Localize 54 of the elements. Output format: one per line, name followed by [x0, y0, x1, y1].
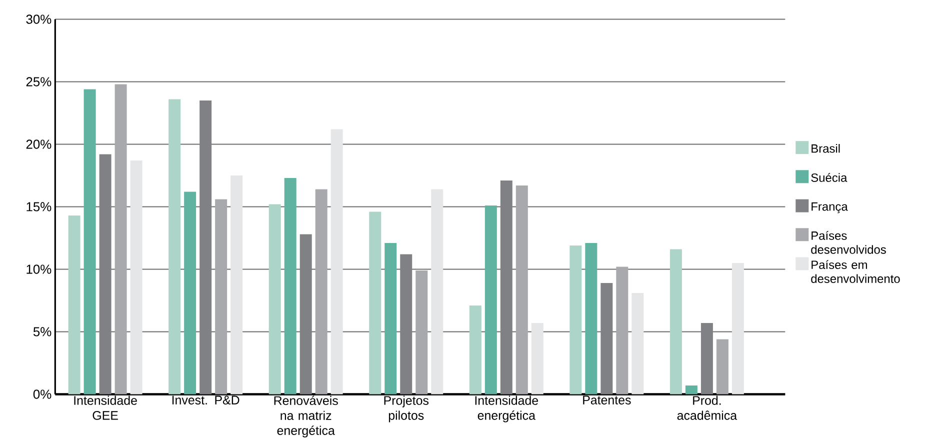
bar	[99, 154, 112, 394]
bar	[700, 322, 713, 394]
bar	[300, 234, 312, 394]
bar	[516, 185, 528, 394]
bar	[632, 292, 644, 394]
bar	[685, 385, 698, 394]
bar	[230, 175, 243, 394]
bar	[716, 339, 728, 394]
y-tick-label: 30%	[26, 14, 52, 24]
legend-label: Suécia	[811, 172, 848, 182]
bar	[416, 270, 428, 394]
bar	[616, 266, 628, 394]
bar	[200, 100, 212, 394]
bar	[68, 215, 80, 394]
bar	[670, 249, 682, 394]
bar	[315, 189, 328, 394]
bar	[585, 242, 598, 394]
bar	[268, 204, 281, 394]
bar	[600, 282, 613, 394]
legend-label: Brasil	[812, 144, 840, 153]
y-tick-label: 10%	[26, 264, 52, 274]
x-tick-label: Invest. P&D	[172, 396, 240, 404]
x-tick-label: Patentes	[583, 396, 631, 404]
x-tick-label: Prod. acadêmica	[677, 396, 738, 420]
bar	[369, 212, 382, 394]
bar	[184, 192, 196, 394]
x-tick-label: Intensidade GEE	[74, 396, 137, 420]
bar	[732, 262, 744, 394]
y-tick-label: 20%	[26, 140, 52, 149]
bar	[500, 180, 512, 394]
bar	[130, 160, 142, 394]
y-tick-label: 0%	[33, 390, 52, 399]
x-tick-label: Projetos pilotos	[384, 396, 429, 422]
bar	[215, 199, 228, 394]
x-tick-label: Intensidade energética	[475, 396, 538, 422]
bar	[570, 245, 582, 394]
bar	[330, 129, 343, 394]
bar	[400, 254, 412, 394]
bar	[284, 178, 296, 394]
bar	[84, 89, 96, 394]
y-tick-label: 25%	[26, 77, 52, 86]
bar	[484, 205, 497, 394]
x-tick-label: Renováveis na matriz energética	[274, 396, 338, 438]
y-tick-label: 15%	[26, 202, 52, 212]
bar	[531, 322, 544, 394]
bar	[431, 189, 444, 394]
legend-label: França	[812, 202, 848, 214]
bar	[114, 84, 127, 394]
legend-label: Países em desenvolvimento	[811, 260, 900, 283]
bar	[168, 99, 181, 394]
y-tick-label: 5%	[33, 327, 52, 336]
bar	[469, 305, 482, 394]
bar	[384, 242, 397, 394]
legend-label: Países desenvolvidos	[811, 230, 886, 254]
